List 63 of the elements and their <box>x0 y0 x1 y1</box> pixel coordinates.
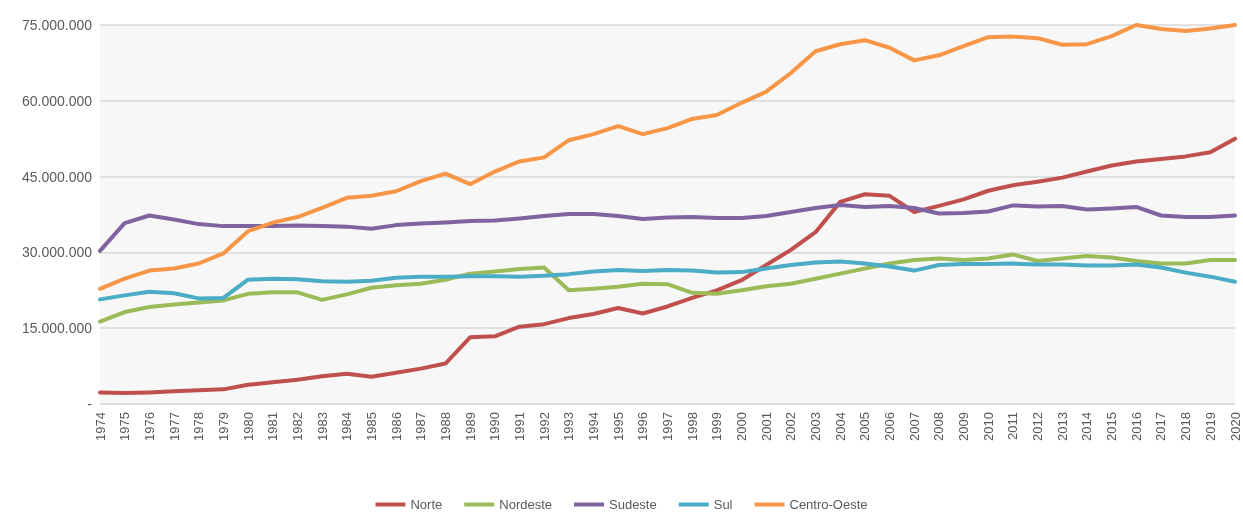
x-tick-label: 1983 <box>314 412 330 441</box>
x-tick-label: 1999 <box>709 412 725 441</box>
x-tick-label: 1991 <box>511 412 527 441</box>
legend-label: Sudeste <box>609 497 657 512</box>
line-series <box>98 252 1237 324</box>
x-tick-label: 2015 <box>1104 412 1120 441</box>
line-series <box>98 259 1237 302</box>
x-tick-label: 2017 <box>1153 412 1169 441</box>
x-tick-label: 1980 <box>240 412 256 441</box>
line-series <box>98 136 1237 395</box>
x-tick-label: 1988 <box>437 412 453 441</box>
x-tick-label: 2009 <box>956 412 972 441</box>
x-tick-label: 1987 <box>413 412 429 441</box>
x-tick-label: 2000 <box>734 412 750 441</box>
x-tick-label: 1982 <box>289 412 305 441</box>
x-tick-label: 2020 <box>1227 412 1243 441</box>
x-tick-label: 2004 <box>832 412 848 441</box>
x-tick-label: 1998 <box>684 412 700 441</box>
x-tick-label: 2006 <box>882 412 898 441</box>
x-tick-label: 1996 <box>635 412 651 441</box>
x-tick-label: 1976 <box>141 412 157 441</box>
x-tick-label: 1977 <box>166 412 182 441</box>
x-tick-label: 2011 <box>1005 412 1021 440</box>
x-tick-label: 2005 <box>857 412 873 441</box>
x-tick-label: 1995 <box>610 412 626 441</box>
x-tick-label: 1985 <box>363 412 379 441</box>
y-tick-label: 60.000.000 <box>21 92 93 109</box>
line-series <box>98 23 1237 291</box>
legend-label: Centro-Oeste <box>789 497 868 512</box>
x-tick-label: 2001 <box>758 412 774 441</box>
x-tick-label: 1986 <box>388 412 404 441</box>
y-tick-label: 45.000.000 <box>21 168 93 185</box>
legend-label: Norte <box>410 497 443 512</box>
x-tick-label: 2018 <box>1178 412 1194 441</box>
x-tick-label: 1981 <box>265 412 281 441</box>
x-tick-label: 2019 <box>1202 412 1218 441</box>
x-tick-label: 2013 <box>1054 412 1070 441</box>
y-tick-label: 15.000.000 <box>21 320 93 337</box>
x-tick-label: 2007 <box>906 412 922 441</box>
y-tick-label: 30.000.000 <box>21 244 93 261</box>
x-tick-label: 1978 <box>191 412 207 441</box>
line-series <box>98 202 1237 253</box>
x-tick-label: 1992 <box>536 412 552 441</box>
x-tick-label: 1975 <box>117 412 133 441</box>
x-tick-label: 1984 <box>339 412 355 441</box>
x-tick-label: 2012 <box>1030 412 1046 441</box>
x-tick-label: 2016 <box>1128 412 1144 441</box>
x-tick-label: 2002 <box>783 412 799 441</box>
x-tick-label: 1994 <box>585 412 601 441</box>
x-tick-label: 1974 <box>92 412 108 441</box>
x-tick-label: 1993 <box>561 412 577 441</box>
x-tick-label: 1990 <box>487 412 503 441</box>
x-tick-label: 2010 <box>980 412 996 441</box>
x-tick-label: 1989 <box>462 412 478 441</box>
x-tick-label: 2003 <box>808 412 824 441</box>
x-tick-label: 1997 <box>660 412 675 441</box>
x-tick-label: 2014 <box>1079 412 1095 441</box>
legend-label: Sul <box>713 497 733 512</box>
y-tick-label: - <box>87 396 93 412</box>
legend-label: Nordeste <box>499 497 553 512</box>
x-tick-label: 2008 <box>931 412 947 441</box>
y-tick-label: 75.000.000 <box>21 17 93 33</box>
x-tick-label: 1979 <box>215 412 231 441</box>
